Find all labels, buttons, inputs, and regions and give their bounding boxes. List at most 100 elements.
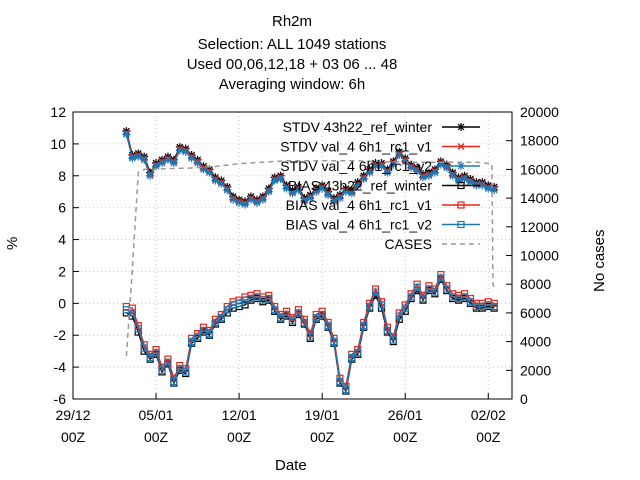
series-point-2 xyxy=(478,181,487,190)
series-point-5 xyxy=(128,309,136,317)
series-point-5 xyxy=(401,304,409,312)
y-tick-label: 8 xyxy=(58,168,66,184)
y2-tick-label: 0 xyxy=(520,391,528,407)
series-point-5 xyxy=(395,312,403,320)
series-point-2 xyxy=(169,159,178,168)
y-tick-label: 10 xyxy=(50,136,66,152)
legend-label-1: STDV val_4 6h1_rc1_v1 xyxy=(280,139,432,155)
series-point-5 xyxy=(490,302,498,311)
y-tick-label: 6 xyxy=(58,200,66,216)
x-tick-label-date: 12/01 xyxy=(222,407,257,423)
x-tick-label-hour: 00Z xyxy=(61,429,86,445)
series-point-2 xyxy=(353,181,362,190)
series-point-5 xyxy=(342,385,350,394)
series-point-5 xyxy=(354,349,362,357)
series-point-2 xyxy=(347,189,356,198)
x-axis-label: Date xyxy=(275,457,307,474)
series-point-2 xyxy=(484,184,493,193)
series-point-2 xyxy=(359,174,368,183)
series-point-2 xyxy=(383,168,392,177)
y-tick-label: 0 xyxy=(58,295,66,311)
legend-marker-2 xyxy=(457,162,465,170)
series-point-2 xyxy=(424,171,433,180)
x-tick-label-hour: 00Z xyxy=(393,429,418,445)
series-point-5 xyxy=(460,293,469,301)
series-point-2 xyxy=(430,168,439,177)
series-point-5 xyxy=(205,330,214,338)
y2-tick-label: 18000 xyxy=(520,133,559,149)
y-tick-label: -6 xyxy=(54,391,67,407)
series-point-2 xyxy=(122,130,131,139)
series-point-2 xyxy=(448,171,457,180)
y2-tick-label: 4000 xyxy=(520,334,551,350)
series-point-2 xyxy=(282,184,291,193)
series-point-5 xyxy=(271,306,279,314)
series-point-2 xyxy=(181,147,190,156)
series-point-5 xyxy=(366,302,374,311)
series-point-5 xyxy=(217,314,225,322)
legend-marker-1 xyxy=(457,143,465,150)
series-point-2 xyxy=(235,198,244,207)
series-point-2 xyxy=(436,160,445,169)
series-point-2 xyxy=(335,194,344,203)
series-point-2 xyxy=(241,200,250,209)
series-point-2 xyxy=(371,162,380,171)
y2-tick-label: 10000 xyxy=(520,248,559,264)
y-tick-label: -2 xyxy=(54,327,67,343)
x-tick-label-hour: 00Z xyxy=(476,429,501,445)
series-point-2 xyxy=(318,184,327,193)
series-point-5 xyxy=(389,336,397,344)
series-point-2 xyxy=(300,197,309,206)
series-point-5 xyxy=(146,353,154,362)
series-point-5 xyxy=(182,368,190,376)
series-point-5 xyxy=(466,298,475,306)
series-point-2 xyxy=(258,195,267,204)
series-point-2 xyxy=(341,187,350,196)
series-point-2 xyxy=(223,186,232,195)
series-point-5 xyxy=(318,310,326,319)
series-point-2 xyxy=(252,198,261,207)
series-point-2 xyxy=(193,159,202,168)
y-tick-label: 12 xyxy=(50,104,66,120)
series-point-2 xyxy=(229,195,238,204)
y2-tick-label: 14000 xyxy=(520,190,559,206)
series-point-5 xyxy=(300,318,308,327)
chart-title: Rh2m xyxy=(271,13,312,30)
legend-label-5: BIAS val_4 6h1_rc1_v2 xyxy=(286,217,433,233)
legend-label-2: STDV val_4 6h1_rc1_v2 xyxy=(280,158,432,174)
legend-marker-3 xyxy=(457,181,465,190)
series-point-2 xyxy=(419,173,428,182)
series-point-5 xyxy=(360,322,368,330)
y-tick-label: 2 xyxy=(58,263,66,279)
x-tick-label-date: 05/01 xyxy=(139,407,174,423)
x-tick-label-date: 02/02 xyxy=(471,407,506,423)
series-point-2 xyxy=(407,163,416,172)
y2-tick-label: 20000 xyxy=(520,104,559,120)
series-point-5 xyxy=(140,344,148,352)
chart-subtitle-used: Used 00,06,12,18 + 03 06 ... 48 xyxy=(186,56,398,73)
series-point-2 xyxy=(246,195,255,204)
series-point-5 xyxy=(336,377,344,386)
x-tick-label-hour: 00Z xyxy=(144,429,169,445)
series-point-2 xyxy=(395,151,404,160)
series-point-5 xyxy=(306,333,314,341)
series-point-5 xyxy=(348,353,356,362)
series-point-2 xyxy=(466,178,475,187)
x-tick-label-hour: 00Z xyxy=(227,429,252,445)
series-point-2 xyxy=(460,174,469,183)
x-tick-label-date: 19/01 xyxy=(305,407,340,423)
series-point-5 xyxy=(188,338,196,346)
series-point-2 xyxy=(217,179,226,188)
series-point-2 xyxy=(264,187,273,196)
series-point-2 xyxy=(401,157,410,166)
y2-tick-label: 6000 xyxy=(520,305,551,321)
x-tick-label-date: 26/01 xyxy=(388,407,423,423)
legend-label-3: BIAS 43h22_ref_winter xyxy=(288,178,432,194)
series-point-5 xyxy=(294,309,303,317)
y2-tick-label: 8000 xyxy=(520,276,551,292)
series-point-5 xyxy=(164,358,172,366)
series-point-5 xyxy=(288,317,297,325)
series-point-2 xyxy=(175,146,184,155)
chart-subtitle-selection: Selection: ALL 1049 stations xyxy=(197,36,387,53)
